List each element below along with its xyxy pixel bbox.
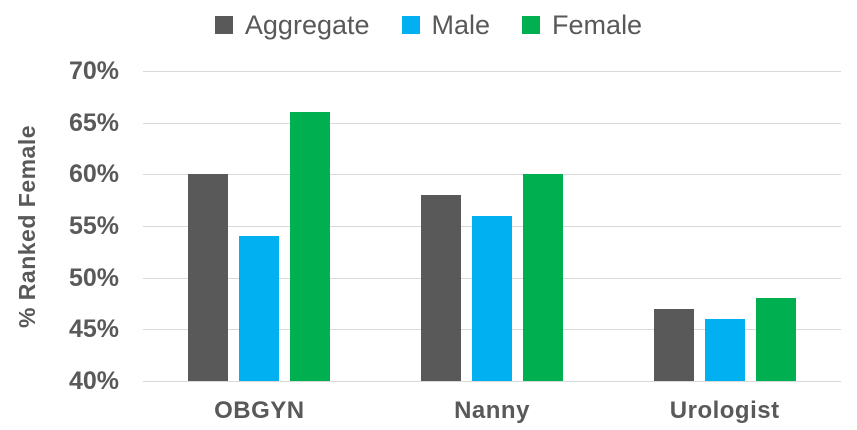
category-label-obgyn: OBGYN [214, 397, 305, 424]
y-tick-label: 65% [68, 108, 119, 137]
y-tick-label: 70% [68, 57, 119, 85]
bar-male-obgyn [239, 236, 280, 381]
y-tick-label: 50% [68, 263, 119, 292]
bar-group-obgyn [143, 71, 376, 381]
bar-group-urologist [608, 71, 841, 381]
bar-aggregate-nanny [421, 195, 461, 381]
x-axis-line [143, 381, 841, 382]
legend-label-male: Male [431, 9, 491, 40]
legend-swatch-aggregate [214, 16, 233, 34]
bar-aggregate-urologist [653, 308, 694, 381]
y-axis-ticks: 70% 65% 60% 55% 50% 45% 40% [0, 57, 119, 395]
y-tick-label: 55% [68, 212, 119, 240]
bar-groups [143, 71, 841, 381]
bar-male-urologist [704, 319, 745, 381]
gridline [143, 122, 841, 124]
x-axis-labels: OBGYN Nanny Urologist [143, 397, 841, 425]
legend-item-male: Male [401, 9, 491, 41]
category-label-urologist: Urologist [669, 397, 780, 424]
bar-male-nanny [472, 215, 512, 381]
bar-aggregate-obgyn [188, 174, 229, 381]
y-tick-label: 60% [68, 160, 119, 189]
legend-item-female: Female [522, 10, 642, 41]
chart-legend: Aggregate Male Female [0, 5, 857, 45]
legend-swatch-male [401, 16, 420, 34]
y-tick-label: 45% [68, 315, 119, 344]
plot-area [143, 71, 841, 382]
legend-swatch-female [522, 16, 541, 34]
category-label-nanny: Nanny [454, 397, 530, 424]
y-tick-label: 40% [68, 367, 119, 395]
legend-label-aggregate: Aggregate [244, 9, 370, 40]
bar-female-nanny [523, 174, 563, 381]
legend-item-aggregate: Aggregate [214, 9, 370, 41]
gridline [143, 71, 841, 72]
legend-label-female: Female [552, 9, 643, 40]
bar-group-nanny [376, 71, 609, 381]
bar-female-obgyn [290, 112, 331, 381]
bar-female-urologist [755, 298, 796, 381]
gridline [143, 174, 841, 176]
